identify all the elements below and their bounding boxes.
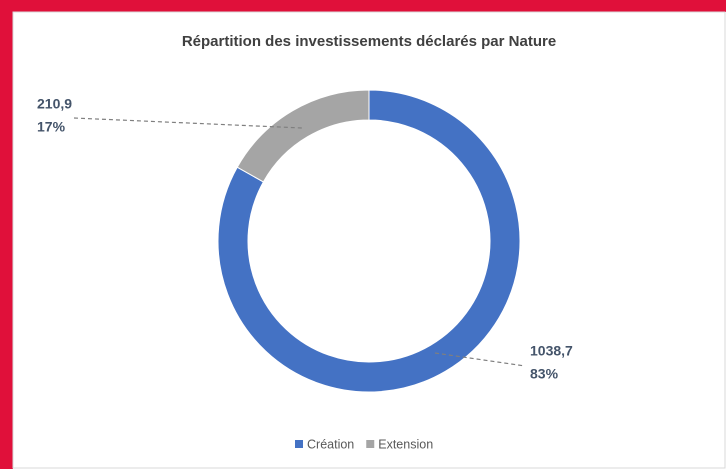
donut-segment — [217, 89, 521, 393]
percent-label: 83% — [530, 366, 559, 382]
leader-line — [73, 117, 303, 129]
donut-segment — [236, 89, 370, 183]
legend-swatch — [366, 440, 375, 448]
legend-label: Extension — [378, 437, 433, 451]
chart-title: Répartition des investissements déclarés… — [182, 33, 556, 50]
plot-border — [12, 11, 726, 469]
frame-left — [0, 0, 13, 469]
percent-label: 17% — [37, 119, 66, 135]
leader-line — [434, 352, 526, 367]
data-label: 210,9 — [37, 96, 72, 112]
data-label: 1038,7 — [530, 343, 573, 359]
frame-top — [0, 0, 726, 12]
legend-label: Création — [307, 437, 354, 451]
legend-swatch — [295, 440, 303, 448]
